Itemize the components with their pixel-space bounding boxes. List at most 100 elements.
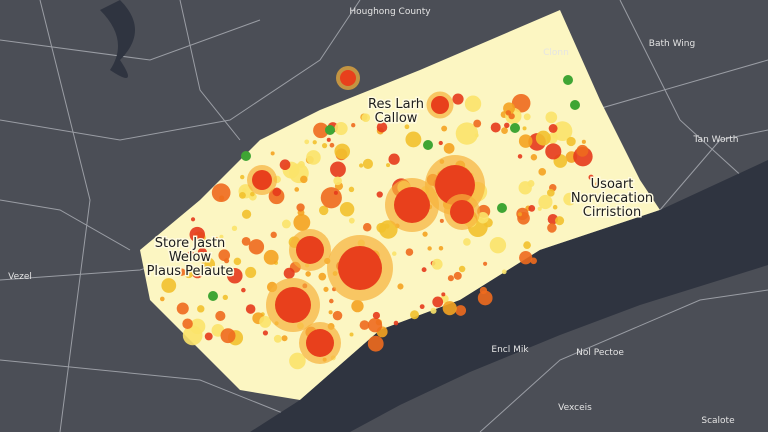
hotspot bbox=[176, 251, 181, 256]
hotspot bbox=[318, 272, 327, 281]
hotspot bbox=[523, 241, 531, 250]
hotspot bbox=[245, 266, 257, 278]
hotspot bbox=[281, 335, 288, 342]
hotspot bbox=[518, 134, 533, 148]
hotspot bbox=[351, 123, 356, 128]
hotspot bbox=[263, 249, 279, 265]
hotspot bbox=[576, 197, 581, 203]
hotspot bbox=[545, 143, 562, 160]
hotspot bbox=[245, 304, 256, 314]
hotspot bbox=[447, 275, 454, 282]
hotspot bbox=[326, 137, 331, 142]
hotspot bbox=[367, 335, 384, 352]
hotspot bbox=[323, 286, 329, 292]
hotspot bbox=[552, 204, 558, 210]
place-label: Clonn bbox=[543, 48, 569, 58]
hotspot bbox=[410, 310, 420, 320]
hotspot bbox=[197, 247, 208, 258]
hotspot bbox=[419, 304, 425, 310]
hotspot bbox=[214, 237, 219, 242]
hotspot bbox=[421, 267, 427, 273]
hotspot bbox=[547, 189, 555, 197]
hotspot bbox=[259, 315, 272, 328]
hotspot-large bbox=[275, 287, 311, 323]
hotspot bbox=[227, 268, 243, 284]
hotspot bbox=[279, 159, 291, 171]
place-label: Vezel bbox=[8, 272, 32, 282]
hotspot bbox=[455, 122, 479, 145]
hotspot bbox=[329, 142, 335, 148]
hotspot bbox=[441, 125, 448, 132]
hotspot bbox=[241, 209, 252, 219]
hotspot bbox=[392, 251, 397, 256]
hotspot bbox=[405, 131, 422, 148]
hotspot bbox=[211, 183, 231, 203]
place-label: Nol Pectoe bbox=[576, 348, 624, 358]
hotspot bbox=[438, 246, 444, 251]
hotspot bbox=[422, 231, 428, 237]
hotspot bbox=[218, 249, 231, 262]
hotspot bbox=[204, 332, 213, 341]
hotspot bbox=[304, 139, 310, 145]
hotspot bbox=[464, 95, 482, 112]
place-label: Res Larh bbox=[368, 97, 424, 112]
hotspot bbox=[473, 119, 482, 128]
hotspot bbox=[402, 105, 407, 110]
hotspot-large bbox=[338, 246, 382, 290]
hotspot bbox=[405, 248, 414, 256]
hotspot bbox=[477, 290, 493, 306]
hotspot bbox=[588, 174, 594, 180]
hotspot bbox=[566, 136, 576, 147]
hotspot bbox=[176, 302, 189, 315]
hotspot bbox=[438, 140, 443, 146]
hotspot bbox=[270, 231, 277, 239]
hotspot bbox=[576, 144, 589, 157]
hotspot bbox=[300, 175, 308, 184]
green-point bbox=[497, 203, 507, 213]
place-label: Vexceis bbox=[558, 403, 592, 413]
place-label: Scalote bbox=[701, 416, 735, 426]
hotspot bbox=[329, 298, 334, 304]
hotspot bbox=[305, 271, 311, 277]
hotspot bbox=[182, 318, 193, 329]
hotspot bbox=[431, 258, 443, 270]
hotspot bbox=[222, 294, 228, 301]
hotspot bbox=[313, 122, 329, 139]
hotspot bbox=[240, 174, 245, 180]
hotspot bbox=[427, 246, 432, 251]
hotspot bbox=[528, 205, 536, 212]
hotspot bbox=[453, 271, 462, 280]
hotspot bbox=[523, 113, 531, 121]
hotspot bbox=[501, 127, 508, 134]
hotspot bbox=[537, 206, 542, 211]
hotspot bbox=[477, 211, 489, 224]
hotspot bbox=[489, 236, 507, 254]
place-label: Store Jastn bbox=[155, 236, 225, 251]
hotspot bbox=[443, 142, 455, 154]
hotspot bbox=[530, 257, 537, 265]
green-point bbox=[563, 75, 573, 85]
hotspot bbox=[178, 268, 186, 276]
hotspot bbox=[393, 320, 399, 326]
hotspot bbox=[538, 168, 547, 176]
hotspot bbox=[535, 130, 551, 146]
hotspot bbox=[595, 180, 603, 188]
hotspot bbox=[504, 122, 510, 129]
hotspot bbox=[328, 310, 333, 315]
hotspot bbox=[522, 126, 527, 131]
hotspot bbox=[219, 234, 224, 239]
green-point bbox=[570, 100, 580, 110]
labels: Houghong County Bath Wing Tan Worth Clonn Re… bbox=[8, 7, 738, 426]
hotspot bbox=[184, 268, 194, 279]
green-point bbox=[510, 123, 520, 133]
hotspot bbox=[527, 180, 535, 187]
hotspot bbox=[351, 299, 364, 313]
hotspot-large bbox=[252, 170, 272, 190]
hotspot bbox=[458, 265, 466, 273]
hotspot bbox=[555, 216, 565, 226]
hotspot bbox=[404, 124, 410, 130]
green-point bbox=[208, 291, 218, 301]
hotspot bbox=[372, 311, 380, 320]
hotspot bbox=[463, 238, 471, 246]
